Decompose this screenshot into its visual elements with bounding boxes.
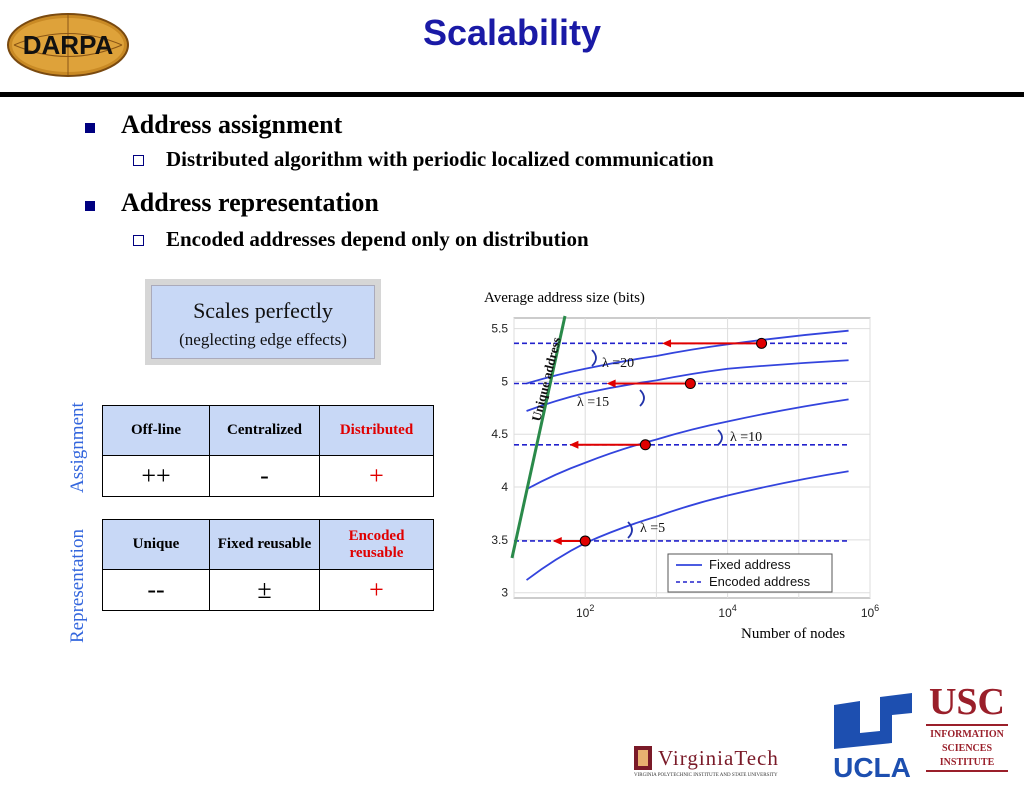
- header-unique: Unique: [102, 519, 210, 570]
- legend-box: [667, 553, 833, 593]
- value-offline: ++: [102, 455, 210, 497]
- legend-encoded-label: Encoded address: [709, 574, 811, 589]
- y-tick-label: 5.5: [491, 322, 508, 336]
- value-centralized: -: [209, 455, 320, 497]
- fixed-address-curve: [526, 329, 849, 385]
- bullet-square-icon: [85, 123, 95, 133]
- header-encoded-reusable: Encoded reusable: [319, 519, 434, 570]
- y-tick-label: 4.5: [491, 427, 508, 441]
- callout-note: (neglecting edge effects): [179, 330, 347, 349]
- value-fixed-reusable: ±: [209, 569, 320, 611]
- fixed-address-curve: [526, 398, 849, 490]
- value-distributed: +: [319, 455, 434, 497]
- x-tick-label: 106: [861, 603, 879, 620]
- assignment-table: Off-line Centralized Distributed ++ - +: [102, 405, 434, 497]
- plot-area: [513, 317, 871, 599]
- intersection-point: [639, 439, 651, 451]
- lambda-label: λ =5: [640, 521, 665, 536]
- svg-text:VirginiaTech: VirginiaTech: [658, 746, 779, 770]
- header-centralized: Centralized: [209, 405, 320, 456]
- title-divider: [0, 92, 1024, 97]
- chart-title: Average address size (bits): [484, 290, 645, 306]
- chart-xlabel: Number of nodes: [741, 626, 846, 642]
- representation-table: Unique Fixed reusable Encoded reusable -…: [102, 519, 434, 611]
- svg-text:VIRGINIA POLYTECHNIC INSTITUTE: VIRGINIA POLYTECHNIC INSTITUTE AND STATE…: [634, 773, 778, 778]
- value-unique: --: [102, 569, 210, 611]
- sub-bullet-encoded-addresses: Encoded addresses depend only on distrib…: [166, 227, 589, 251]
- usc-text: USC: [928, 681, 1006, 723]
- slide-title: Scalability: [422, 12, 602, 53]
- bullet-address-representation: Address representation: [121, 188, 379, 217]
- intersection-point: [579, 535, 591, 547]
- sub-bullet-square-icon: [133, 235, 144, 246]
- usc-isi-line1: INFORMATION: [930, 729, 1004, 740]
- scales-perfectly-callout: Scales perfectly (neglecting edge effect…: [145, 279, 381, 365]
- lambda-label: λ =20: [602, 356, 634, 371]
- lambda-label: λ =10: [730, 430, 762, 445]
- y-tick-label: 3: [501, 586, 508, 600]
- sub-bullet-square-icon: [133, 155, 144, 166]
- y-tick-label: 5: [501, 374, 508, 388]
- usc-isi-line2: SCIENCES: [941, 743, 993, 754]
- x-tick-label: 102: [576, 603, 594, 620]
- red-arrow-head: [662, 339, 672, 348]
- red-arrow-head: [569, 440, 579, 449]
- assignment-side-label: Assignment: [67, 402, 88, 493]
- usc-isi-line3: INSTITUTE: [939, 757, 995, 768]
- darpa-logo: DARPA: [7, 13, 129, 77]
- intersection-point: [684, 378, 696, 390]
- y-tick-label: 3.5: [491, 533, 508, 547]
- header-distributed: Distributed: [319, 405, 434, 456]
- bullet-address-assignment: Address assignment: [121, 110, 343, 139]
- virginia-tech-logo: VirginiaTech VIRGINIA POLYTECHNIC INSTIT…: [634, 746, 779, 778]
- red-arrow-head: [552, 536, 562, 545]
- intersection-point: [756, 337, 768, 349]
- legend-fixed-label: Fixed address: [709, 557, 791, 572]
- unique-address-line: [510, 315, 567, 559]
- callout-title: Scales perfectly: [193, 298, 333, 323]
- svg-text:DARPA: DARPA: [23, 30, 114, 60]
- red-arrow-head: [606, 379, 616, 388]
- value-encoded-reusable: +: [319, 569, 434, 611]
- x-tick-label: 104: [718, 603, 736, 620]
- ucla-logo: UCLA: [833, 693, 912, 781]
- fixed-address-curve: [526, 359, 849, 412]
- brace-icon: [639, 389, 645, 407]
- sub-bullet-distributed-algorithm: Distributed algorithm with periodic loca…: [166, 147, 714, 171]
- brace-icon: [591, 349, 597, 367]
- fixed-address-curve: [525, 470, 849, 581]
- header-offline: Off-line: [102, 405, 210, 456]
- brace-icon: [717, 429, 723, 446]
- lambda-label: λ =15: [577, 395, 609, 410]
- representation-side-label: Representation: [67, 529, 88, 643]
- bullet-square-icon: [85, 201, 95, 211]
- brace-icon: [627, 521, 633, 539]
- header-fixed-reusable: Fixed reusable: [209, 519, 320, 570]
- y-tick-label: 4: [501, 480, 508, 494]
- usc-isi-logo: USC INFORMATION SCIENCES INSTITUTE: [926, 682, 1008, 782]
- svg-text:UCLA: UCLA: [833, 752, 911, 781]
